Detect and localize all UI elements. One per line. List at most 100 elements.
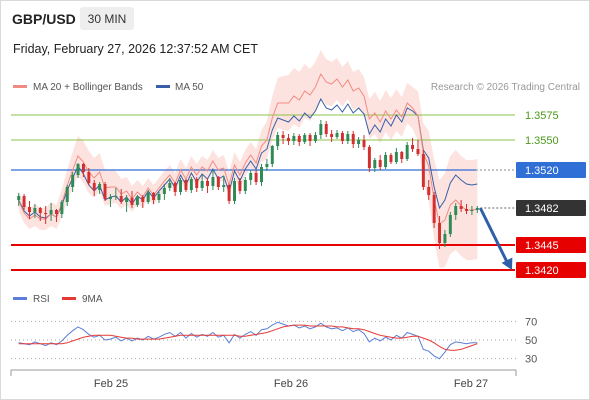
x-axis: Feb 25 Feb 26 Feb 27 (10, 369, 517, 390)
candle-body (427, 187, 431, 195)
candle-body (411, 145, 415, 149)
candle-body (281, 135, 285, 138)
candle-body (152, 193, 156, 200)
candle-body (179, 180, 183, 192)
candle-body (108, 197, 112, 199)
candle-body (475, 208, 479, 210)
rsi-tick-label: 30 (525, 354, 537, 366)
rsi-legend-label: RSI (33, 294, 50, 305)
support-label-4: 1.3445 (525, 240, 559, 252)
candle-body (443, 234, 447, 243)
rsi-ma-legend-swatch (62, 297, 76, 300)
candle-body (400, 152, 404, 159)
candle-body (286, 138, 290, 141)
x-tick-label: Feb 26 (274, 378, 308, 390)
candle-body (49, 210, 53, 214)
candle-body (335, 133, 339, 137)
resistance-label-0: 1.3575 (525, 110, 559, 122)
pivot-label-box-2 (516, 162, 586, 178)
candle-body (303, 135, 307, 142)
candle-body (92, 183, 96, 190)
candle-body (297, 136, 301, 142)
candle-body (357, 140, 361, 144)
candle-body (195, 179, 199, 188)
candle-body (44, 213, 48, 214)
ma20-legend-swatch (13, 85, 27, 88)
candle-body (130, 198, 134, 205)
rsi-legend-swatch (13, 297, 27, 300)
candle-body (432, 195, 436, 223)
candle-body (141, 197, 145, 202)
candle-body (276, 135, 280, 146)
x-tick-label: Feb 25 (94, 378, 128, 390)
ma50-legend-label: MA 50 (175, 82, 204, 93)
candle-body (189, 179, 193, 190)
support-label-box-5 (516, 262, 586, 278)
candle-body (238, 181, 242, 191)
candle-body (362, 140, 366, 147)
candle-body (416, 149, 420, 154)
candle-body (98, 184, 102, 190)
candle-body (270, 146, 274, 164)
candle-body (33, 208, 37, 212)
candle-body (65, 187, 69, 202)
ma50-legend-swatch (156, 85, 170, 88)
candle-body (330, 134, 334, 137)
candle-body (233, 181, 236, 201)
candle-body (22, 196, 26, 207)
candle-body (319, 124, 323, 135)
candle-body (135, 197, 139, 205)
rsi-ma-legend-label: 9MA (82, 294, 103, 305)
support-label-5: 1.3420 (525, 265, 559, 277)
candle-body (168, 183, 172, 188)
x-tick-label: Feb 27 (454, 378, 488, 390)
candle-body (254, 173, 258, 182)
candle-body (367, 147, 371, 168)
candle-body (206, 181, 210, 186)
candle-body (71, 175, 75, 187)
candle-body (308, 135, 312, 141)
candle-body (222, 185, 226, 187)
resistance-label-1: 1.3550 (525, 135, 559, 147)
current-label-box-3 (516, 200, 586, 216)
ma20-line (18, 72, 478, 225)
candle-body (459, 206, 463, 209)
candle-body (243, 180, 247, 191)
candle-body (184, 180, 188, 190)
candle-body (114, 196, 118, 197)
rsi-tick-label: 50 (525, 335, 537, 347)
datetime-text: Friday, February 27, 2026 12:37:52 AM CE… (13, 42, 258, 56)
candle-body (76, 164, 80, 175)
candle-body (28, 207, 31, 212)
candle-body (438, 223, 442, 243)
ma20-legend-label: MA 20 + Bollinger Bands (33, 82, 143, 93)
candle-body (173, 183, 177, 192)
candle-body (17, 196, 21, 200)
candle-body (260, 167, 263, 182)
candle-body (448, 215, 452, 234)
candle-body (405, 145, 409, 159)
forecast-arrow-shaft (478, 207, 510, 265)
support-label-box-4 (516, 237, 586, 253)
candle-body (216, 177, 220, 187)
candle-body (373, 160, 377, 168)
timeframe-label: 30 MIN (88, 12, 127, 26)
candle-body (87, 172, 91, 183)
candle-body (125, 198, 129, 202)
candle-body (249, 173, 253, 180)
pair-title: GBP/USD (12, 11, 76, 27)
rsi-chart: 70 50 30 (11, 316, 537, 366)
credit-text: Research © 2026 Trading Central (431, 82, 580, 93)
candle-body (227, 185, 231, 201)
candle-body (313, 135, 317, 141)
candle-body (394, 152, 398, 162)
candle-body (200, 181, 204, 188)
candle-body (384, 155, 388, 167)
forecast-arrow-head (501, 257, 513, 270)
candle-body (103, 184, 107, 199)
price-chart: 1.3575 1.3550 1.3520 1.3482 1.3445 1.3420 (11, 50, 586, 278)
timeframe-badge[interactable] (80, 7, 134, 30)
candle-body (38, 208, 42, 213)
candle-body (465, 209, 468, 211)
